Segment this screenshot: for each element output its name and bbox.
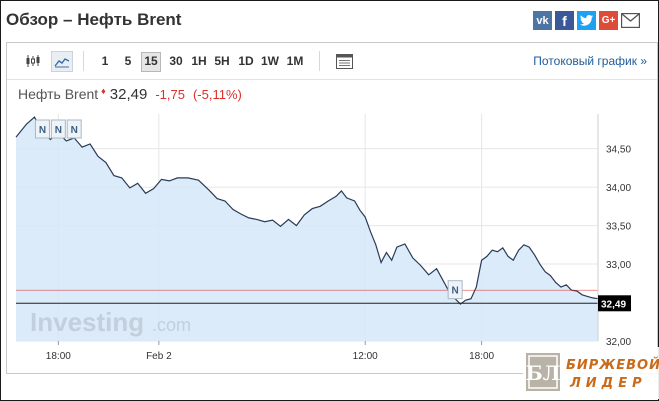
investing-watermark-suffix: .com: [152, 315, 191, 335]
page-header: Обзор – Нефть Brent vk f G+: [0, 0, 659, 42]
google-plus-icon[interactable]: G+: [599, 11, 618, 30]
news-marker-label[interactable]: N: [39, 125, 46, 136]
y-tick-label: 33,00: [606, 260, 631, 271]
logo-text-line2: ЛИДЕР: [569, 376, 647, 391]
timeframe-1[interactable]: 1: [101, 54, 109, 68]
x-tick-label: 18:00: [469, 351, 494, 362]
social-share-bar: vk f G+: [533, 11, 640, 30]
x-tick-label: 18:00: [46, 351, 71, 362]
price-line: [15, 116, 599, 305]
news-marker-label[interactable]: N: [55, 125, 62, 136]
current-price-tag-label: 32,49: [601, 299, 626, 310]
current-price-tag: [598, 295, 631, 312]
timeframe-5[interactable]: 5: [124, 54, 132, 68]
news-marker[interactable]: [34, 119, 50, 139]
timeframe-1m[interactable]: 1M: [286, 54, 304, 68]
x-tick-label: 12:00: [353, 351, 378, 362]
streaming-chart-link[interactable]: Потоковый график »: [533, 54, 647, 68]
timeframe-1h[interactable]: 1H: [191, 54, 207, 68]
timeframe-30[interactable]: 30: [169, 54, 183, 68]
toolbar-separator: [83, 51, 84, 71]
news-marker-label[interactable]: N: [71, 125, 78, 136]
area-chart-icon[interactable]: [51, 51, 73, 72]
timeframe-1w[interactable]: 1W: [261, 54, 279, 68]
page-title: Обзор – Нефть Brent: [6, 10, 182, 29]
mail-icon[interactable]: [621, 11, 640, 30]
twitter-icon[interactable]: [577, 11, 596, 30]
quote-summary: Нефть Brent ♦ 32,49 -1,75 (-5,11%): [18, 86, 242, 106]
chart-settings-icon[interactable]: [334, 51, 354, 71]
y-tick-label: 33,50: [606, 222, 631, 233]
instrument-name: Нефть Brent: [18, 86, 99, 102]
logo-mark: БЛ: [526, 361, 561, 385]
investing-watermark: Investing: [30, 307, 144, 337]
logo-text-line1: БИРЖЕВОЙ: [566, 357, 659, 373]
vk-icon[interactable]: vk: [533, 11, 552, 30]
timeframe-15[interactable]: 15: [141, 52, 161, 72]
news-marker[interactable]: [66, 119, 82, 139]
y-tick-label: 34,00: [606, 183, 631, 194]
twitter-bird-icon: [580, 15, 593, 26]
facebook-icon[interactable]: f: [555, 11, 574, 30]
y-tick-label: 32,00: [606, 337, 631, 348]
chart-toolbar: 1 5 15 30 1H 5H 1D 1W 1M Потоковый график »: [7, 43, 657, 80]
envelope-icon: [621, 13, 640, 28]
price-change-percent: (-5,11%): [192, 87, 242, 102]
news-marker[interactable]: [447, 280, 463, 300]
x-tick-label: Feb 2: [146, 351, 172, 362]
news-marker-label[interactable]: N: [452, 286, 459, 297]
candlestick-icon[interactable]: [23, 51, 43, 71]
last-price: 32,49: [109, 86, 148, 103]
price-area-fill: [16, 117, 598, 341]
down-diamond-icon: ♦: [101, 86, 106, 96]
news-marker[interactable]: [50, 119, 66, 139]
timeframe-5h[interactable]: 5H: [214, 54, 230, 68]
timeframe-1d[interactable]: 1D: [238, 54, 254, 68]
price-change: -1,75: [155, 87, 185, 102]
toolbar-separator: [319, 51, 320, 71]
y-tick-label: 34,50: [606, 145, 631, 156]
birzhevoy-lider-logo: БЛ БИРЖЕВОЙ ЛИДЕР: [523, 347, 659, 399]
